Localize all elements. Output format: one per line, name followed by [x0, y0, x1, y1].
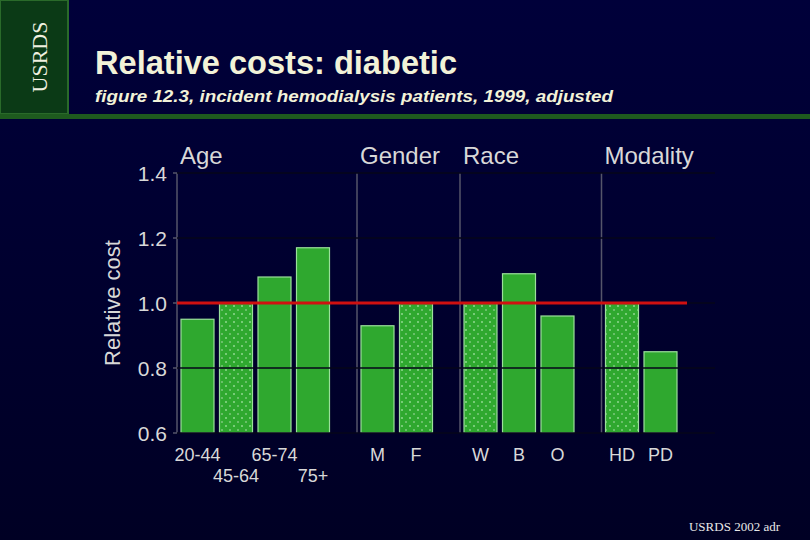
subtitle: figure 12.3, incident hemodialysis patie…: [95, 88, 614, 105]
bar: [258, 277, 291, 433]
bar: [181, 319, 214, 433]
x-label: W: [472, 445, 489, 465]
x-label: 65-74: [251, 445, 297, 465]
tick-mark: [173, 302, 177, 304]
x-label: 45-64: [213, 466, 259, 486]
reference-line: [177, 302, 687, 305]
x-label: F: [411, 445, 422, 465]
y-label: Relative cost: [100, 240, 125, 366]
group-label: Age: [180, 142, 223, 169]
x-label: PD: [648, 445, 673, 465]
chart: USRDS Relative costs: diabetic figure 12.3…: [0, 0, 810, 540]
x-label: B: [513, 445, 525, 465]
bar: [503, 274, 536, 433]
header-rule: [0, 114, 810, 119]
grid-line: [177, 172, 715, 174]
group-label: Modality: [605, 142, 694, 169]
grid-line: [177, 367, 715, 369]
tick-label: 0.8: [138, 357, 167, 380]
grid-line: [177, 237, 715, 239]
tick-mark: [173, 367, 177, 369]
bar: [297, 248, 330, 433]
bar: [361, 326, 394, 433]
group-label: Gender: [360, 142, 440, 169]
group-label: Race: [463, 142, 519, 169]
tick-label: 1.0: [138, 292, 167, 315]
tick-label: 1.2: [138, 227, 167, 250]
x-label: 20-44: [174, 445, 220, 465]
root: USRDS Relative costs: diabetic figure 12.3…: [0, 0, 810, 540]
bars: [181, 248, 677, 433]
bar: [644, 352, 677, 433]
grid-line: [177, 302, 715, 304]
tick-label: 0.6: [138, 422, 167, 445]
tick-mark: [173, 172, 177, 174]
x-label: HD: [609, 445, 635, 465]
side-label: USRDS: [27, 22, 52, 93]
tick-mark: [173, 432, 177, 434]
side-box: [0, 0, 68, 114]
background: [0, 0, 810, 540]
bar: [541, 316, 574, 433]
source: USRDS 2002 adr: [689, 519, 781, 534]
grid-line: [177, 432, 715, 434]
x-label: O: [550, 445, 564, 465]
tick-mark: [173, 237, 177, 239]
x-label: M: [370, 445, 385, 465]
x-label: 75+: [298, 466, 329, 486]
tick-label: 1.4: [138, 162, 168, 185]
title: Relative costs: diabetic: [95, 43, 457, 81]
